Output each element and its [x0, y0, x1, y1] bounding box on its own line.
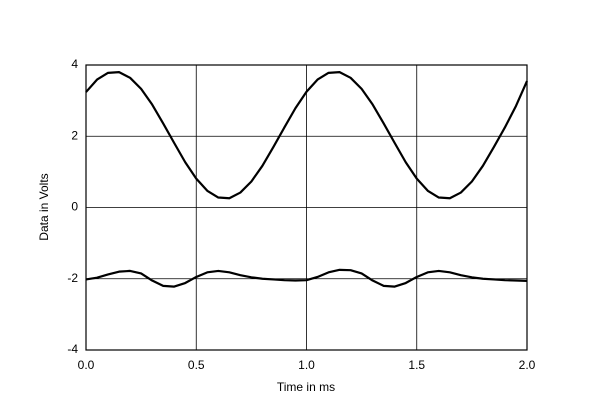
- y-tick-label: 0: [71, 200, 78, 214]
- y-tick-label: 2: [71, 128, 78, 142]
- x-tick-label: 0.0: [78, 358, 95, 372]
- line-series: [85, 268, 528, 288]
- x-tick-label: 2.0: [519, 358, 536, 372]
- y-axis-title: Data in Volts: [37, 173, 51, 240]
- x-tick-label: 1.5: [408, 358, 425, 372]
- x-tick-label: 0.5: [188, 358, 205, 372]
- line-series: [85, 71, 529, 200]
- y-tick-label: -2: [67, 271, 78, 285]
- y-tick-label: 4: [71, 57, 78, 71]
- x-axis-title: Time in ms: [277, 380, 335, 394]
- plot-frame: [85, 64, 528, 351]
- y-tick-label: -4: [67, 342, 78, 356]
- x-tick-label: 1.0: [298, 358, 315, 372]
